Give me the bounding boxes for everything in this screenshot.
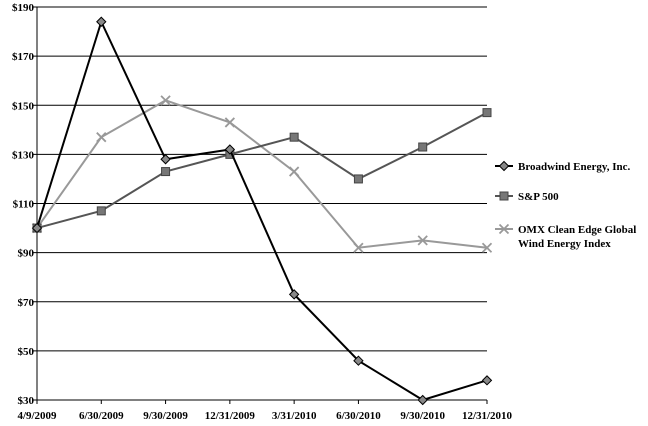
y-tick-label: $50: [18, 346, 35, 358]
y-tick-label: $150: [12, 100, 35, 112]
x-tick-label: 12/31/2010: [462, 410, 513, 422]
x-marker-stroke: [224, 117, 235, 128]
x-tick-label: 9/30/2009: [143, 410, 188, 422]
diamond-marker: [224, 144, 236, 155]
legend-label: S&P 500: [518, 191, 559, 203]
diamond-marker: [288, 289, 300, 300]
diamond-marker: [498, 160, 510, 172]
y-tick-label: $70: [18, 297, 35, 309]
x-marker-stroke: [160, 95, 171, 106]
x-tick-label: 9/30/2010: [400, 410, 445, 422]
y-tick-label: $90: [18, 248, 35, 260]
legend-label: OMX Clean Edge Global: [518, 224, 636, 236]
x-marker: [160, 95, 171, 106]
y-tick-label: $190: [12, 2, 35, 14]
y-axis-tick-labels: $30 $50 $70 $90 $110 $130 $150 $170 $190: [12, 2, 35, 407]
x-marker: [224, 117, 235, 128]
x-marker: [498, 223, 510, 235]
y-tick-label: $130: [12, 149, 35, 161]
x-marker: [353, 242, 364, 253]
x-marker-stroke: [417, 235, 428, 246]
x-marker-stroke: [498, 223, 510, 235]
square-marker: [353, 174, 363, 184]
x-tick-label: 6/30/2009: [79, 410, 124, 422]
diamond-marker: [481, 375, 493, 386]
series-group: [31, 16, 493, 406]
x-marker-stroke: [96, 132, 107, 143]
x-marker: [289, 166, 300, 177]
gridlines: [37, 6, 487, 401]
x-marker: [417, 235, 428, 246]
series-0: [31, 16, 493, 406]
legend-label: Broadwind Energy, Inc.: [518, 161, 631, 173]
y-tick-label: $170: [12, 51, 35, 63]
diamond-marker: [417, 394, 428, 406]
diamond-marker: [353, 355, 364, 366]
x-axis-tick-labels: 4/9/2009 6/30/2009 9/30/2009 12/31/2009 3/31…: [17, 410, 512, 422]
x-marker-stroke: [481, 242, 493, 253]
x-tick-label: 12/31/2009: [205, 410, 256, 422]
axes: [33, 6, 488, 404]
x-tick-label: 4/9/2009: [17, 410, 57, 422]
y-tick-label: $110: [13, 199, 35, 211]
square-marker: [289, 132, 299, 142]
x-marker-stroke: [289, 166, 300, 177]
diamond-marker: [31, 222, 43, 234]
series-line: [36, 111, 488, 230]
square-marker: [96, 206, 106, 216]
x-marker: [96, 132, 107, 143]
legend-item: Broadwind Energy, Inc.: [495, 160, 631, 173]
series-line: [36, 99, 488, 249]
legend: Broadwind Energy, Inc. S&P 500 OMX Clean E…: [495, 160, 636, 250]
square-marker: [482, 108, 492, 118]
legend-item: S&P 500: [495, 191, 559, 203]
series-line: [36, 18, 488, 402]
legend-label: Wind Energy Index: [518, 238, 611, 250]
x-marker-stroke: [353, 242, 364, 253]
legend-item: OMX Clean Edge Global Wind Energy Index: [495, 223, 636, 250]
x-tick-label: 6/30/2010: [336, 410, 381, 422]
square-marker: [418, 142, 428, 152]
y-tick-label: $30: [18, 395, 35, 407]
x-tick-label: 3/31/2010: [272, 410, 317, 422]
square-marker: [499, 191, 509, 201]
series-2: [31, 95, 493, 253]
x-marker: [481, 242, 493, 253]
square-marker: [161, 167, 171, 177]
diamond-marker: [160, 154, 171, 165]
diamond-marker: [96, 16, 107, 27]
series-1: [32, 108, 492, 233]
